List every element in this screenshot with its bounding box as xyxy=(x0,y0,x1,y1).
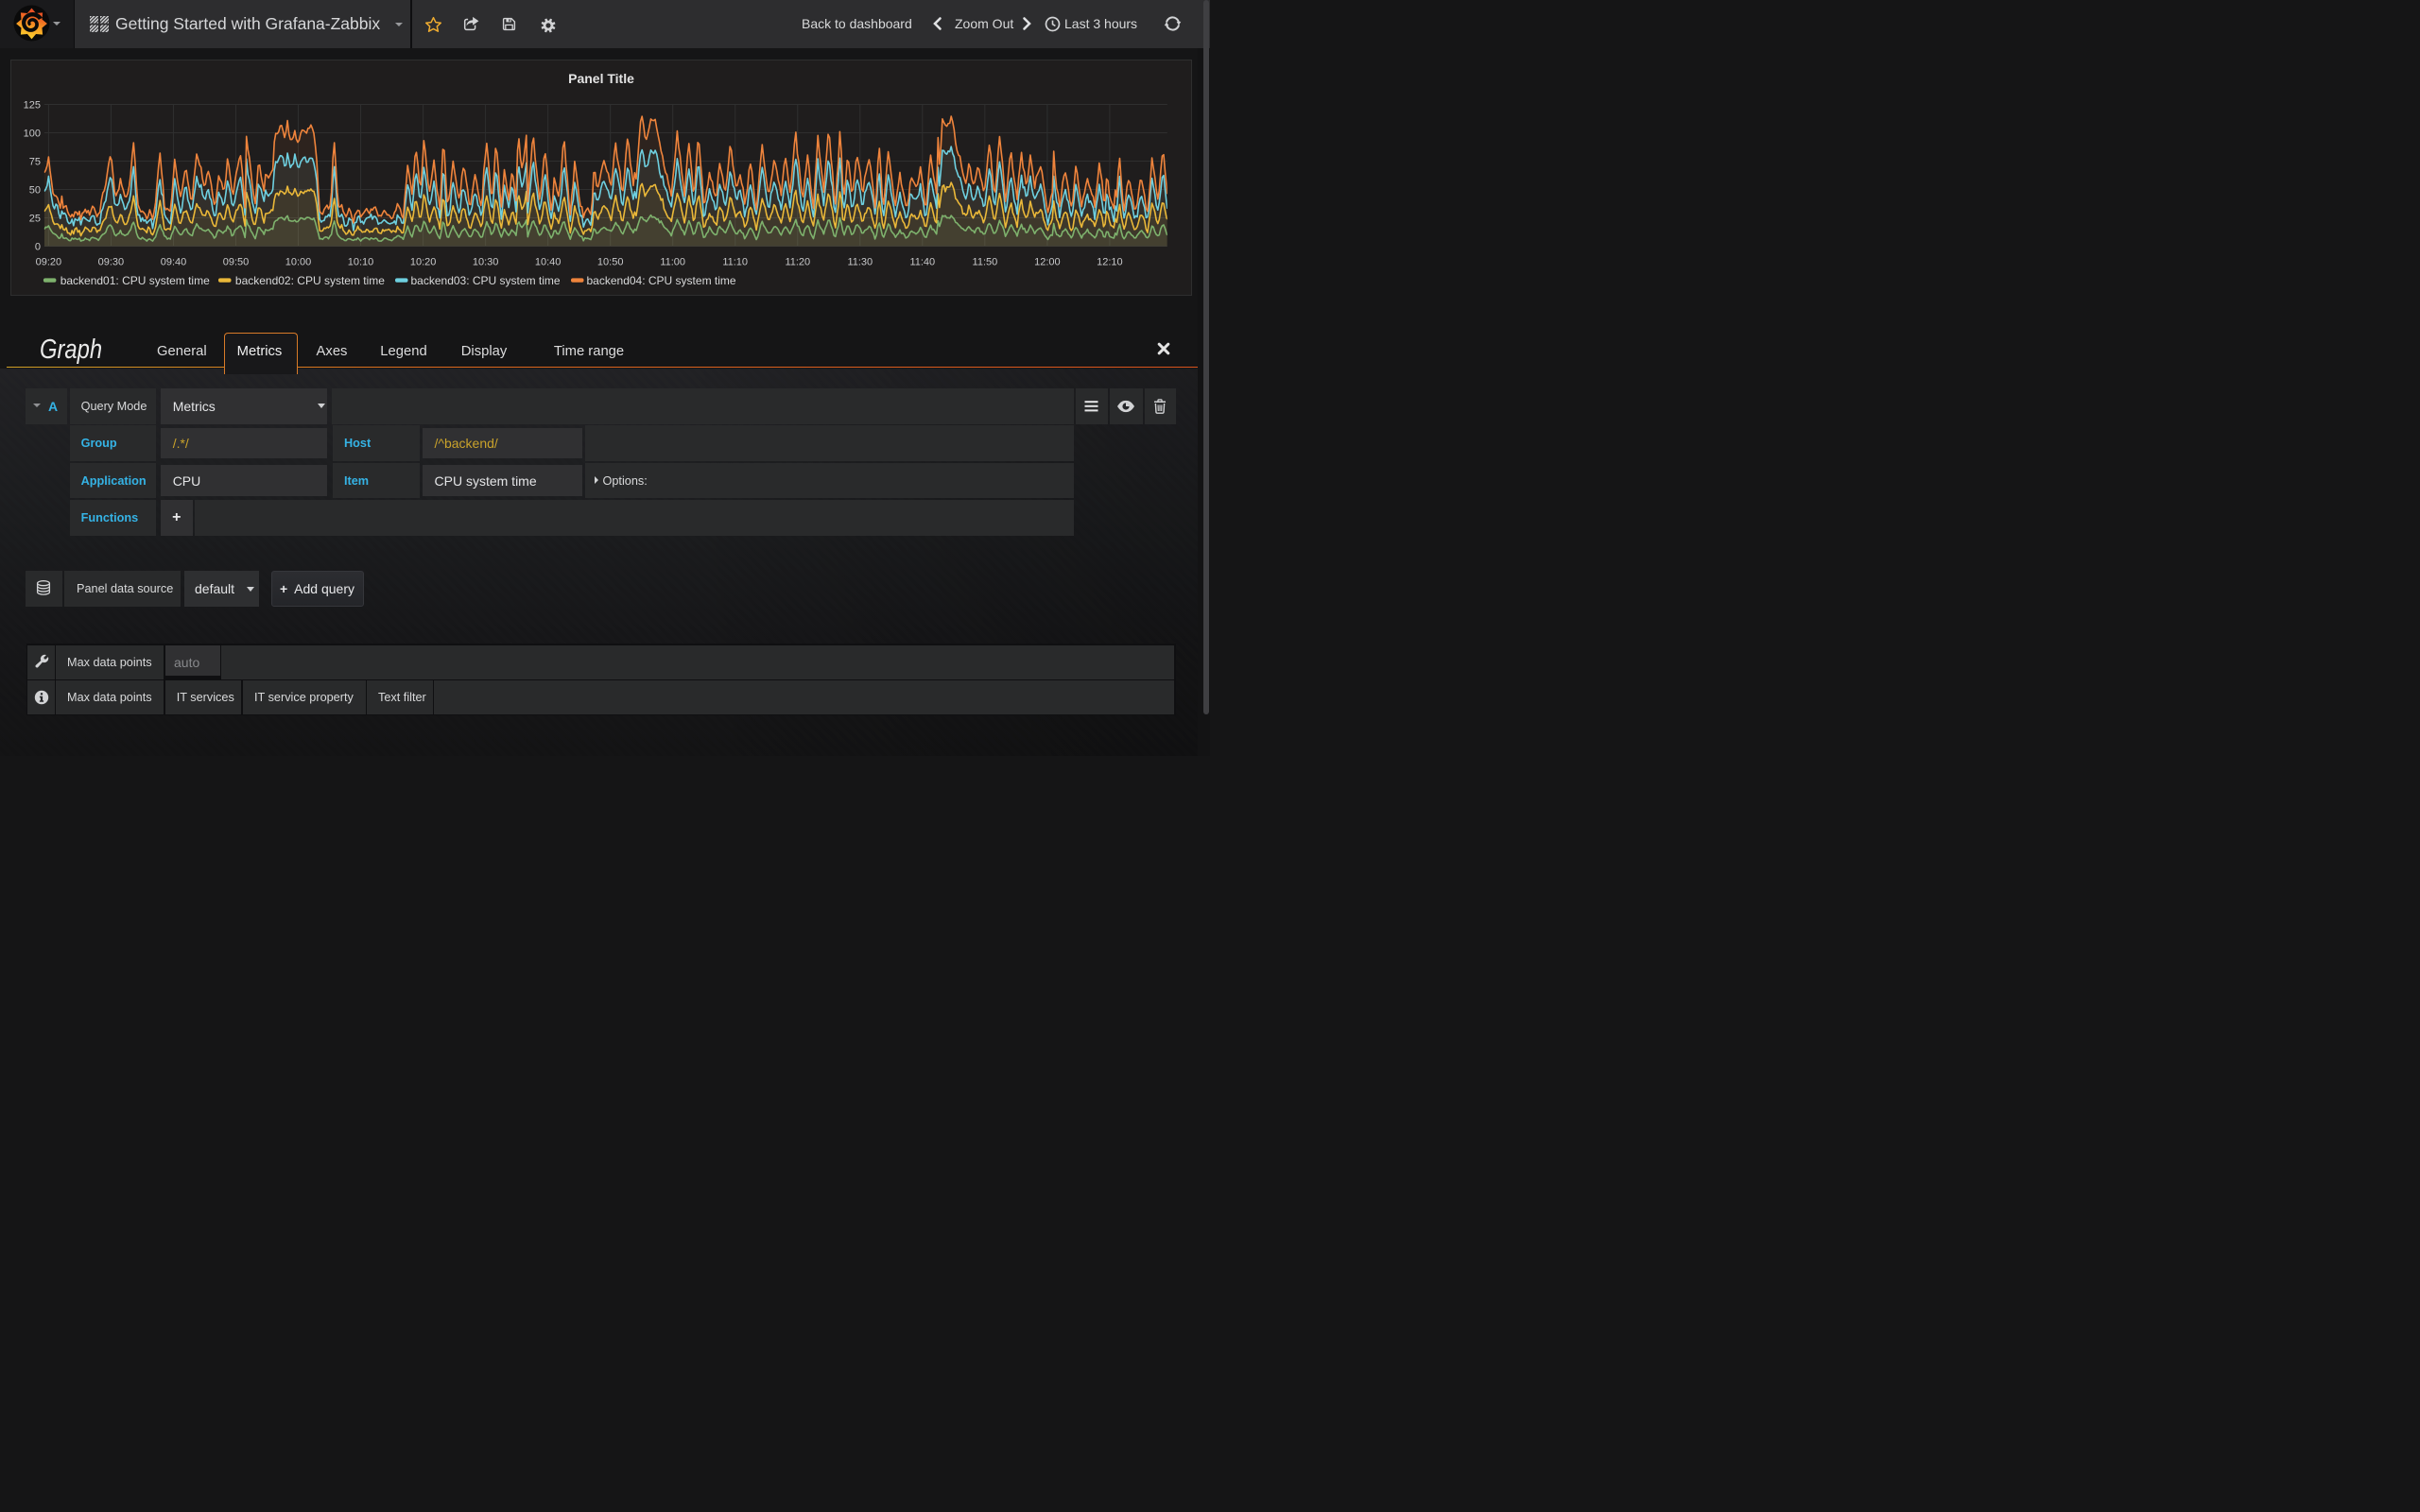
svg-text:Panel Title: Panel Title xyxy=(568,71,634,86)
svg-text:12:10: 12:10 xyxy=(1097,257,1123,268)
svg-text:09:30: 09:30 xyxy=(98,257,125,268)
svg-text:50: 50 xyxy=(29,185,41,197)
svg-text:backend01: CPU system time: backend01: CPU system time xyxy=(60,274,210,287)
svg-text:10:00: 10:00 xyxy=(285,257,312,268)
svg-text:09:50: 09:50 xyxy=(223,257,250,268)
svg-text:11:50: 11:50 xyxy=(973,257,998,268)
svg-text:backend03: CPU system time: backend03: CPU system time xyxy=(411,274,561,287)
svg-text:0: 0 xyxy=(35,242,41,253)
svg-text:10:10: 10:10 xyxy=(348,257,374,268)
svg-text:11:10: 11:10 xyxy=(723,257,749,268)
svg-text:backend02: CPU system time: backend02: CPU system time xyxy=(235,274,385,287)
svg-text:11:40: 11:40 xyxy=(910,257,936,268)
svg-text:09:40: 09:40 xyxy=(161,257,187,268)
svg-text:10:50: 10:50 xyxy=(597,257,624,268)
svg-text:backend04: CPU system time: backend04: CPU system time xyxy=(587,274,736,287)
svg-text:09:20: 09:20 xyxy=(36,257,62,268)
svg-text:100: 100 xyxy=(24,129,41,140)
svg-text:12:00: 12:00 xyxy=(1034,257,1061,268)
svg-text:75: 75 xyxy=(29,157,41,168)
svg-text:125: 125 xyxy=(24,100,41,112)
svg-text:10:40: 10:40 xyxy=(535,257,562,268)
svg-text:11:20: 11:20 xyxy=(786,257,811,268)
svg-text:25: 25 xyxy=(29,214,41,225)
svg-text:11:30: 11:30 xyxy=(848,257,873,268)
svg-text:10:20: 10:20 xyxy=(410,257,437,268)
svg-text:11:00: 11:00 xyxy=(661,257,686,268)
svg-text:10:30: 10:30 xyxy=(473,257,499,268)
